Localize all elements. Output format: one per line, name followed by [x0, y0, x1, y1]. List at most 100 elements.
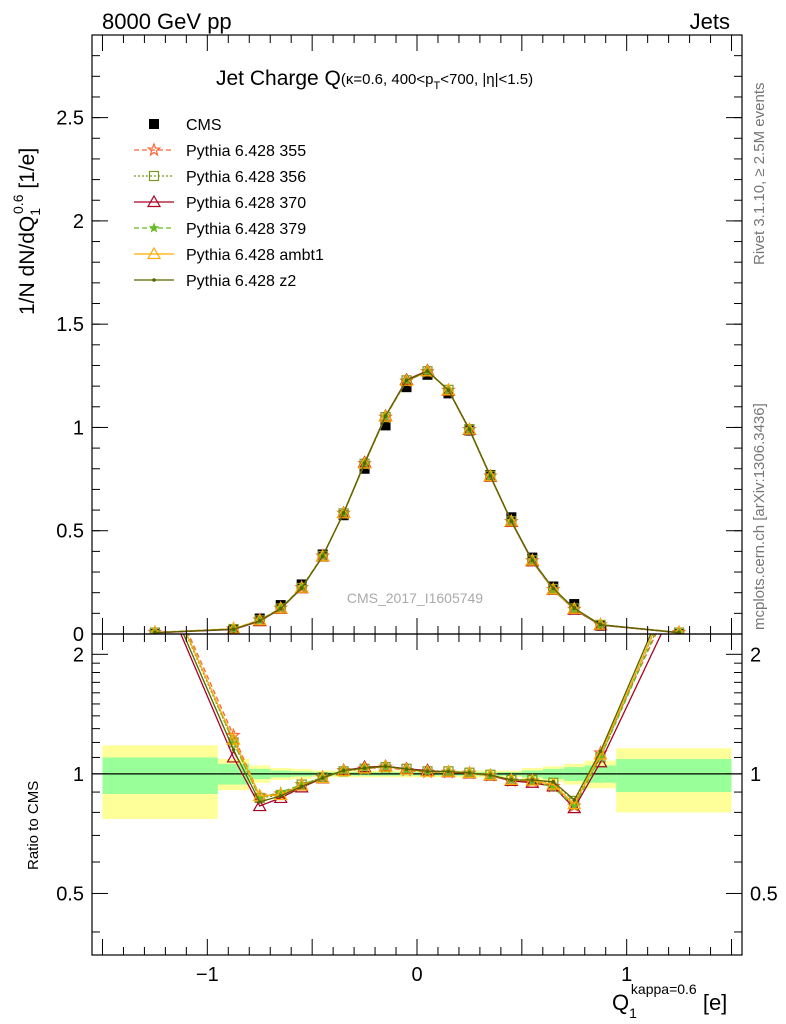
- ratio-series-2-point-17: [567, 800, 582, 814]
- main-series-5-point-9: [404, 378, 409, 383]
- ratio-y-tick-label-left-0: 0.5: [56, 883, 84, 905]
- main-plot-title: Jet Charge Q(κ=0.6, 400<pT<700, |η|<1.5): [216, 67, 533, 92]
- ratio-series-5-point-19: [677, 566, 681, 570]
- ratio-series-3-point-0: [151, 553, 160, 561]
- main-series-5-point-17: [572, 606, 577, 610]
- ratio-series-5-point-3: [278, 794, 283, 798]
- ratio-uncertainty-bands: [102, 745, 732, 819]
- main-series-5-point-6: [341, 511, 346, 515]
- ratio-series-5-point-11: [446, 769, 451, 774]
- ratio-series-4-point-8: [378, 759, 393, 772]
- ratio-series-5-point-12: [467, 771, 472, 775]
- ratio-series-5-point-5: [320, 776, 325, 780]
- ratio-y-tick-label-right-1: 1: [750, 764, 761, 786]
- main-series-5-point-0: [153, 630, 157, 634]
- main-y-tick-label-3: 1.5: [56, 314, 84, 336]
- main-series-4-point-17: [567, 601, 582, 614]
- ratio-y-tick-label-left-2: 2: [73, 644, 84, 666]
- main-series-4-point-9: [399, 373, 414, 386]
- main-series-group: [147, 363, 687, 634]
- ratio-series-4-point-0: [149, 557, 161, 568]
- ratio-series-2-point-15: [525, 775, 540, 788]
- main-series-5-point-8: [383, 414, 388, 418]
- ratio-series-5-point-16: [551, 780, 556, 784]
- ratio-series-5-point-1: [231, 747, 236, 752]
- legend-marker-cms: [149, 119, 159, 129]
- x-tick-label-2: 1: [621, 964, 632, 986]
- main-series-5-point-5: [320, 554, 325, 559]
- ratio-series-group: [92, 553, 742, 814]
- main-series-4-point-5: [315, 549, 330, 562]
- main-series-5-point-11: [446, 388, 451, 392]
- main-series-4-point-7: [357, 456, 372, 469]
- header-left: 8000 GeV pp: [102, 9, 232, 34]
- ratio-series-2-point-2: [252, 798, 267, 812]
- cms-data-point-8: [380, 420, 391, 431]
- ratio-series-line-5: [182, 634, 652, 803]
- legend-marker-4: [146, 246, 162, 260]
- main-series-5-point-4: [299, 586, 304, 590]
- main-series-line-5: [154, 370, 680, 634]
- x-axis-label: Q1kappa=0.6 [e]: [612, 981, 727, 1021]
- main-series-4-point-10: [420, 364, 435, 377]
- ratio-series-5-point-18: [598, 749, 603, 754]
- main-series-5-point-10: [425, 369, 430, 373]
- ratio-series-5-point-7: [362, 766, 367, 770]
- main-y-axis-label: 1/N dN/dQ10.6 [1/e]: [10, 148, 43, 315]
- ratio-series-5-point-8: [383, 764, 388, 769]
- ratio-series-4-point-1: [226, 732, 241, 745]
- ratio-series-line-1: [185, 634, 654, 802]
- legend: CMS Pythia 6.428 355 Pythia 6.428 356 Pythi…: [134, 117, 324, 290]
- legend-marker-0: [146, 142, 162, 157]
- main-series-5-point-1: [231, 627, 236, 632]
- legend-label-3: Pythia 6.428 379: [186, 221, 306, 238]
- main-series-5-point-13: [488, 474, 493, 478]
- main-series-4-point-3: [273, 601, 288, 614]
- main-series-4-point-8: [378, 409, 393, 422]
- main-series-5-point-3: [278, 606, 283, 611]
- legend-marker-2: [146, 194, 162, 208]
- ratio-series-5-point-14: [509, 778, 514, 782]
- ratio-series-4-point-18: [593, 747, 608, 760]
- ratio-y-tick-label-right-2: 2: [750, 644, 761, 666]
- main-series-5-point-19: [677, 630, 681, 634]
- ratio-series-5-point-6: [341, 768, 346, 773]
- legend-label-1: Pythia 6.428 356: [186, 169, 306, 186]
- main-series-4-point-11: [441, 383, 456, 396]
- legend-label-2: Pythia 6.428 370: [186, 195, 306, 212]
- main-y-tick-label-4: 2: [73, 211, 84, 233]
- x-tick-label-0: −1: [196, 964, 219, 986]
- main-series-5-point-7: [362, 461, 367, 465]
- main-series-5-point-2: [257, 618, 262, 623]
- ratio-series-1-point-0: [150, 558, 159, 567]
- x-tick-label-1: 0: [411, 964, 422, 986]
- main-series-4-point-18: [593, 617, 608, 630]
- rivet-version-label: Rivet 3.1.10, ≥ 2.5M events: [751, 83, 768, 266]
- ratio-series-2-point-19: [673, 590, 685, 601]
- main-series-4-point-6: [336, 505, 351, 519]
- cms-data-point-9: [401, 382, 412, 393]
- main-y-tick-label-2: 1: [73, 417, 84, 439]
- main-series-4-point-15: [525, 553, 540, 566]
- ratio-series-2-point-0: [149, 567, 161, 578]
- legend-label-0: Pythia 6.428 355: [186, 143, 306, 160]
- main-series-5-point-18: [598, 622, 603, 627]
- ratio-series-5-point-15: [530, 778, 535, 782]
- analysis-watermark: CMS_2017_I1605749: [347, 590, 483, 606]
- legend-label-5: Pythia 6.428 z2: [186, 273, 296, 290]
- ratio-series-5-point-4: [299, 784, 304, 789]
- main-series-4-point-0: [149, 625, 160, 634]
- legend-marker-3: [148, 222, 160, 233]
- axes-group: 0 0.5 1 1.5 2 2.5 −1 0 1 0.5 0.5 1 1 2 2: [56, 34, 778, 986]
- main-series-4-point-14: [504, 514, 519, 527]
- main-series-4-point-12: [462, 422, 477, 435]
- main-series-5-point-15: [530, 558, 535, 563]
- main-series-5-point-14: [509, 519, 514, 524]
- main-series-5-point-16: [551, 586, 556, 591]
- legend-label-4: Pythia 6.428 ambt1: [186, 247, 324, 264]
- ratio-series-5-point-10: [425, 769, 430, 774]
- header-right: Jets: [690, 9, 730, 34]
- ratio-series-4-point-17: [567, 796, 582, 810]
- ratio-series-5-point-0: [153, 566, 157, 570]
